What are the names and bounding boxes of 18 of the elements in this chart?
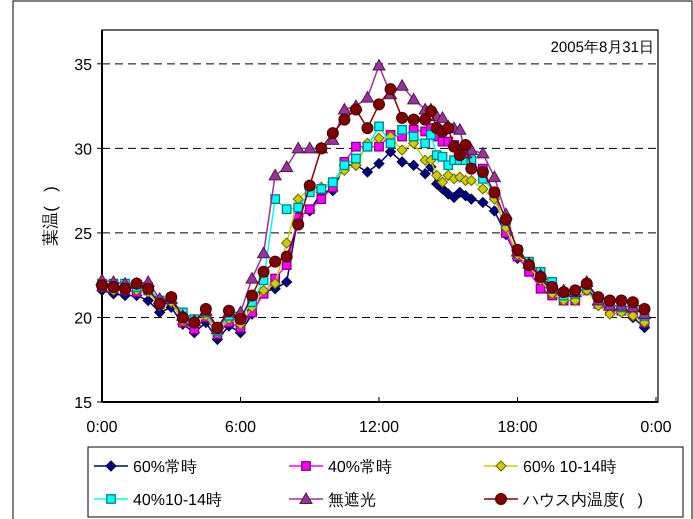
annotation: 2005年8月31日 [550, 39, 654, 56]
legend-label: 40%10-14時 [133, 491, 222, 509]
legend-label: 60% 10-14時 [523, 458, 616, 476]
y-tick-label: 15 [74, 395, 92, 412]
y-tick-label: 20 [74, 310, 92, 328]
y-tick-label: 35 [74, 56, 92, 74]
legend-label: 40%常時 [328, 458, 392, 476]
x-tick-label: 0:00 [86, 419, 118, 436]
legend-label: ハウス内温度( ) [522, 491, 643, 509]
y-axis-title: 葉温( ) [41, 186, 60, 246]
x-tick-label: 12:00 [358, 419, 400, 436]
x-tick-label: 0:00 [640, 419, 672, 436]
x-tick-label: 6:00 [224, 419, 256, 436]
x-tick-label: 18:00 [497, 419, 538, 436]
legend-label: 無遮光 [328, 491, 376, 509]
y-tick-label: 30 [74, 141, 92, 158]
legend-label: 60%常時 [133, 458, 198, 476]
y-tick-label: 25 [74, 226, 92, 243]
